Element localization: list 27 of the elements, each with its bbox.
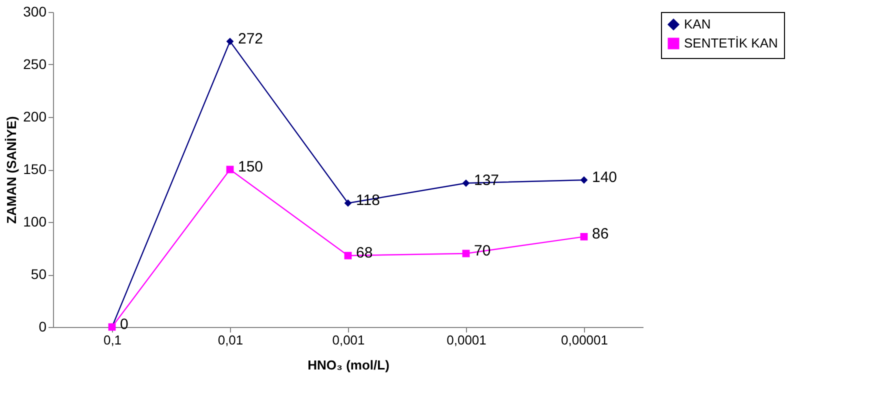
y-tick-label: 50 [30,266,47,282]
data-label: 140 [592,169,618,186]
point [226,38,234,46]
data-label: 86 [592,226,609,243]
point [580,232,588,240]
legend-label: SENTETİK KAN [684,36,778,50]
y-tick-label: 250 [23,56,47,72]
point [462,179,470,187]
y-tick-label: 150 [23,161,47,177]
x-tick-label: 0,01 [218,332,244,348]
legend-label: KAN [684,16,711,32]
point [580,176,588,184]
x-tick-label: 0,001 [332,332,365,348]
y-tick-label: 100 [23,214,47,230]
data-label: 272 [238,30,264,48]
y-tick-label: 200 [23,108,47,124]
y-axis-title: ZAMAN (SANİYE) [4,116,20,224]
point [344,252,352,260]
point [344,199,352,207]
data-label: 0 [120,316,128,333]
data-label: 150 [238,158,264,176]
y-tick-label: 300 [23,4,47,20]
x-tick-label: 0,1 [103,332,122,348]
x-axis-title: HNO₃ (mol/L) [308,358,390,372]
x-tick-label: 0,00001 [561,332,608,348]
x-tick-label: 0,0001 [446,332,486,348]
y-tick-label: 0 [38,318,47,334]
